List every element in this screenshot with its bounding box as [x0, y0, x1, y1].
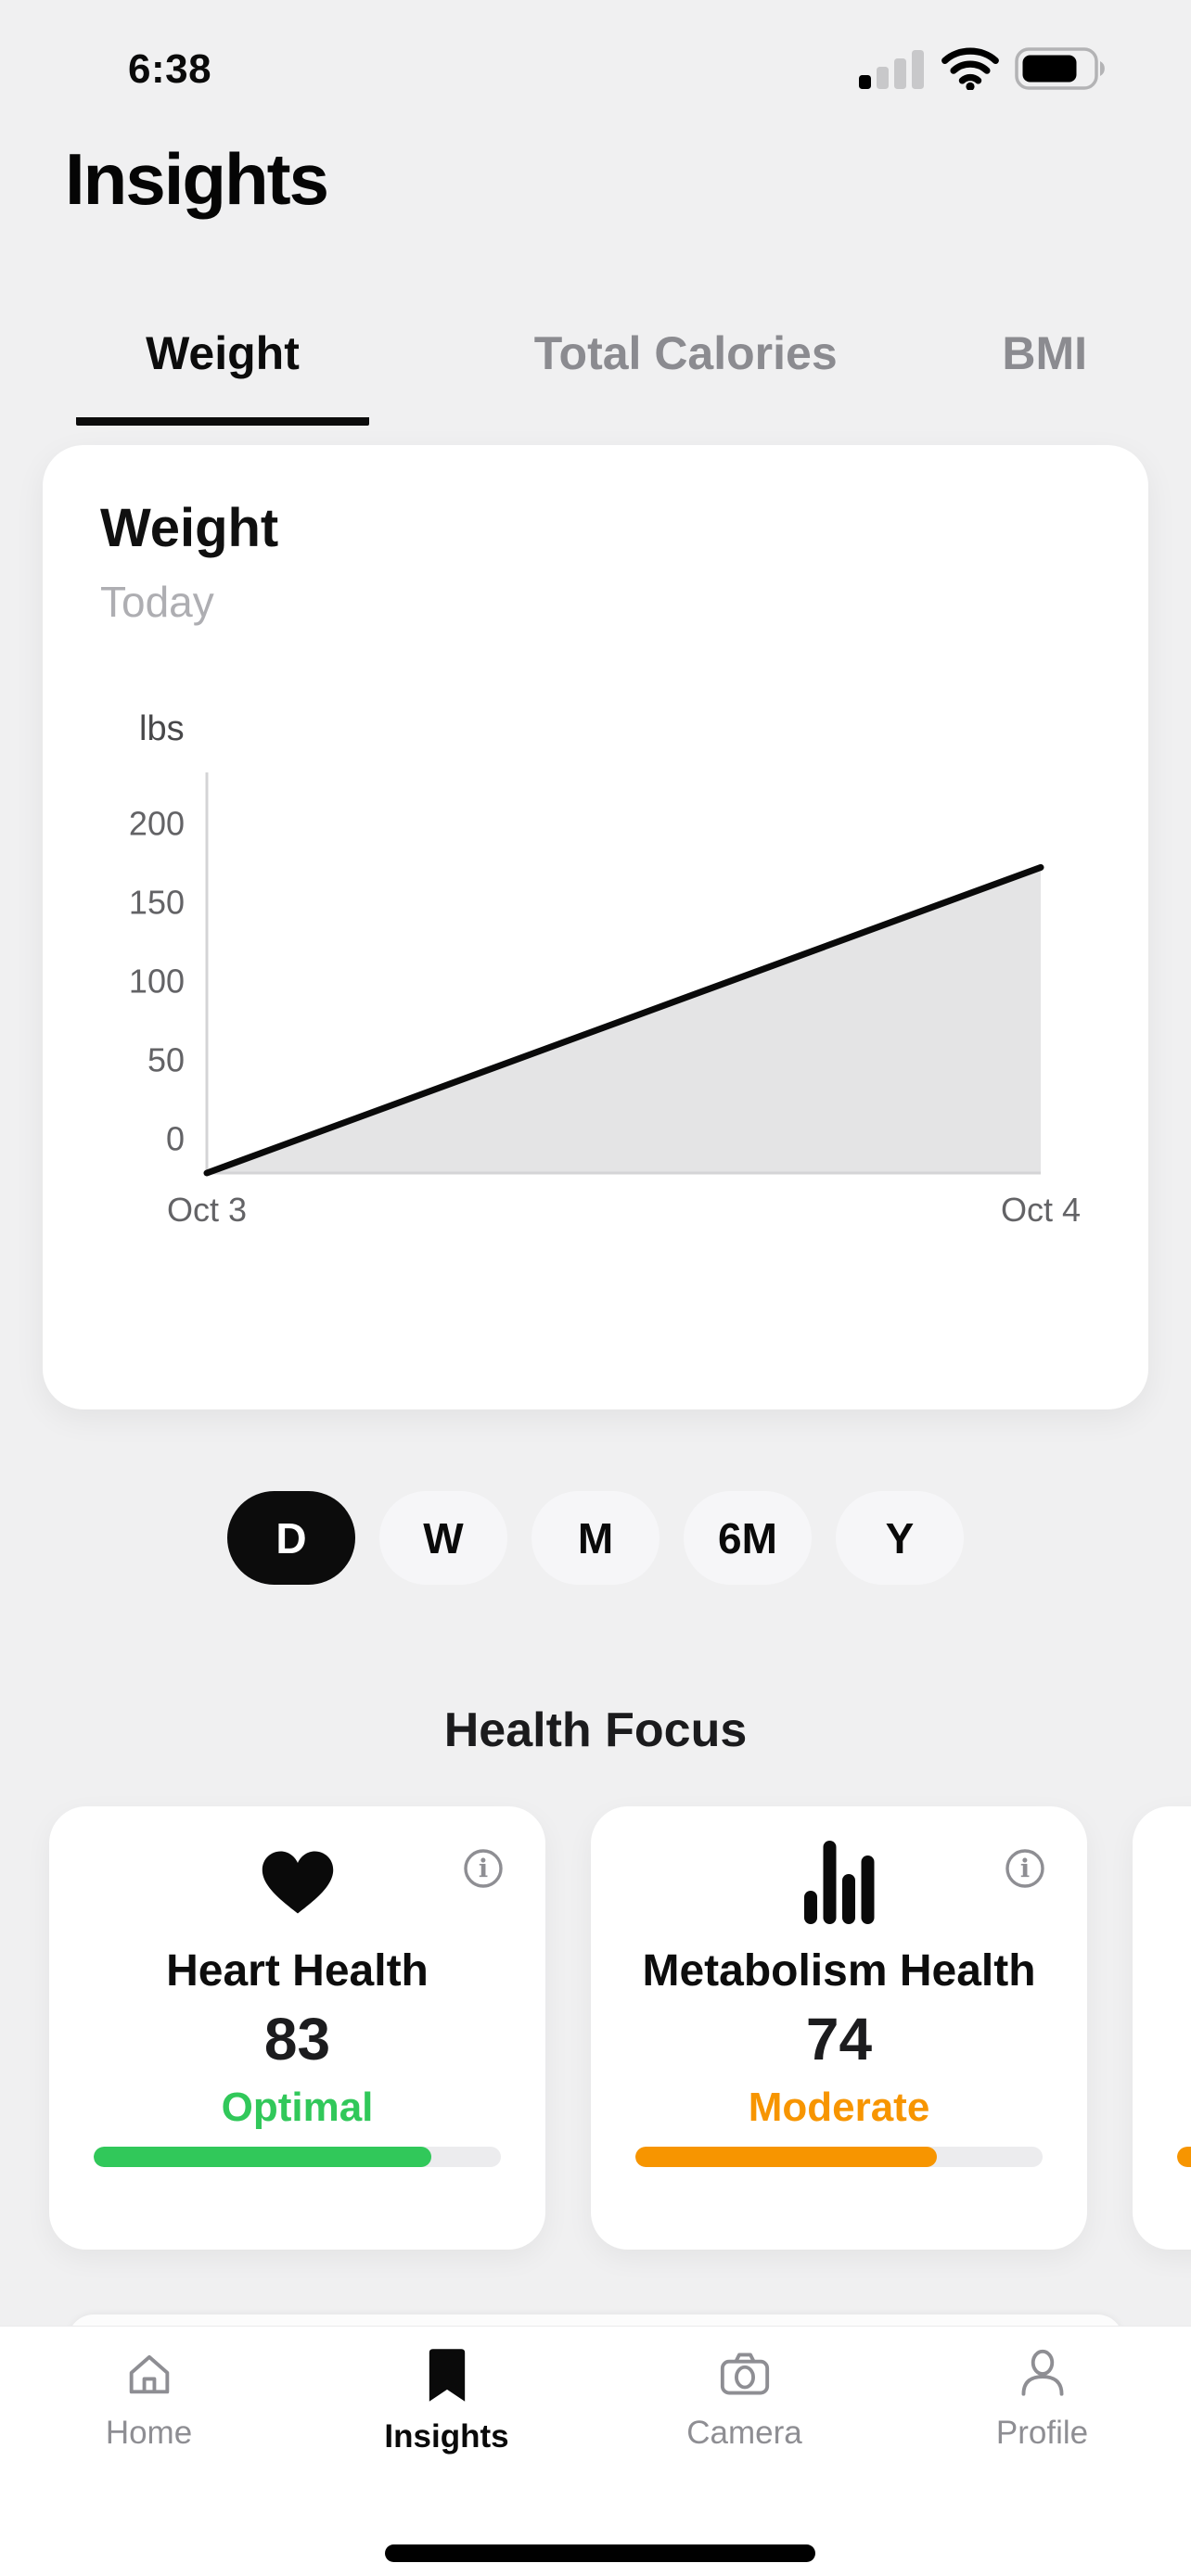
range-pill-year[interactable]: Y [836, 1491, 964, 1585]
svg-text:Oct 3: Oct 3 [167, 1191, 247, 1229]
weight-line-chart: 0 50 100 150 200 Oct 3 Oct 4 lbs [129, 709, 1081, 1229]
heart-icon [49, 1840, 545, 1925]
weight-chart-card: Weight Today 0 50 100 150 200 Oct 3 Oct 4 lbs [43, 445, 1148, 1409]
bottom-tab-bar: Home Insights Camera [0, 2326, 1191, 2576]
tab-weight[interactable]: Weight [76, 326, 369, 426]
nav-label: Insights [384, 2418, 509, 2455]
nav-home[interactable]: Home [0, 2327, 298, 2576]
health-focus-title: Health Focus [443, 1703, 748, 1757]
range-pill-week[interactable]: W [379, 1491, 507, 1585]
progress-track [1177, 2147, 1191, 2167]
metric-score: 83 [263, 2006, 331, 2072]
metric-tabs: Weight Total Calories BMI [0, 326, 1191, 426]
range-pill-month[interactable]: M [531, 1491, 660, 1585]
tab-total-calories[interactable]: Total Calories [533, 327, 838, 379]
chart-card-subtitle: Today [100, 578, 214, 626]
range-pill-6months[interactable]: 6M [684, 1491, 812, 1585]
home-indicator[interactable] [385, 2544, 815, 2562]
status-icons [859, 46, 1111, 95]
battery-icon [1015, 46, 1111, 95]
health-focus-carousel[interactable]: i Heart Health 83 Optimal [49, 1806, 1191, 2250]
profile-icon [1016, 2347, 1069, 2405]
svg-text:0: 0 [166, 1119, 185, 1157]
health-card-partial[interactable] [1133, 1806, 1191, 2250]
nav-profile[interactable]: Profile [893, 2327, 1191, 2576]
heart-health-card[interactable]: i Heart Health 83 Optimal [49, 1806, 545, 2250]
chart-card-title: Weight [100, 498, 279, 558]
progress-track [94, 2147, 501, 2167]
metabolism-health-card[interactable]: i Metabolism Health 74 Moderate [591, 1806, 1087, 2250]
nav-label: Profile [995, 2415, 1089, 2451]
progress-fill [94, 2147, 432, 2167]
home-icon [122, 2347, 176, 2405]
tab-bmi[interactable]: BMI [1002, 327, 1087, 379]
progress-fill [1177, 2147, 1191, 2167]
metric-status: Moderate [748, 2085, 930, 2130]
progress-fill [635, 2147, 937, 2167]
svg-text:lbs: lbs [139, 709, 185, 748]
status-time: 6:38 [128, 46, 212, 92]
time-range-selector: D W M 6M Y [0, 1491, 1191, 1585]
svg-text:Oct 4: Oct 4 [1001, 1191, 1081, 1229]
info-icon[interactable]: i [1004, 1847, 1046, 1890]
camera-icon [718, 2347, 772, 2405]
metric-name: Metabolism Health [642, 1946, 1036, 1996]
nav-camera[interactable]: Camera [596, 2327, 893, 2576]
page-title: Insights [65, 138, 329, 220]
progress-track [635, 2147, 1043, 2167]
bar-chart-icon [591, 1840, 1087, 1925]
wifi-icon [941, 47, 1000, 95]
range-pill-day[interactable]: D [227, 1491, 355, 1585]
svg-text:50: 50 [147, 1040, 185, 1078]
svg-text:200: 200 [129, 804, 185, 842]
nav-insights[interactable]: Insights [298, 2327, 596, 2576]
info-icon[interactable]: i [462, 1847, 505, 1890]
nav-label: Home [105, 2415, 193, 2451]
svg-text:150: 150 [129, 883, 185, 921]
bookmark-icon [426, 2347, 468, 2409]
cellular-signal-icon [859, 47, 926, 95]
metric-status: Optimal [221, 2085, 374, 2130]
nav-label: Camera [686, 2415, 802, 2451]
svg-text:i: i [479, 1855, 488, 1883]
svg-text:100: 100 [129, 962, 185, 1000]
metric-name: Heart Health [166, 1946, 429, 1996]
metric-score: 74 [805, 2006, 873, 2072]
svg-text:i: i [1020, 1855, 1030, 1883]
